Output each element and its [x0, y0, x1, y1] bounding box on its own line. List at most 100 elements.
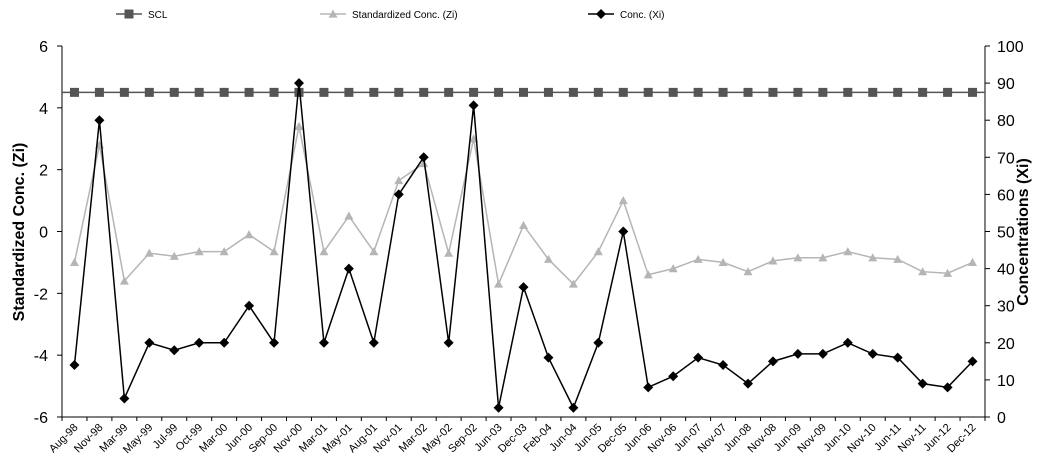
data-point [69, 360, 80, 371]
right-tick-label: 80 [997, 113, 1015, 130]
right-tick-label: 0 [997, 410, 1006, 427]
left-tick-label: -4 [34, 348, 48, 365]
data-point [94, 87, 104, 97]
data-point [494, 279, 504, 288]
data-point [494, 87, 504, 97]
data-point [893, 254, 903, 263]
data-point [568, 87, 578, 97]
data-point [568, 402, 579, 413]
data-point [443, 337, 454, 348]
data-point [643, 270, 653, 279]
series-scl [62, 87, 985, 97]
data-point [493, 402, 504, 413]
data-point [793, 87, 803, 97]
data-point [568, 279, 578, 288]
data-point [968, 257, 978, 267]
data-point [543, 352, 554, 363]
data-point [743, 378, 754, 389]
legend-marker [596, 9, 606, 19]
right-tick-label: 30 [997, 299, 1015, 316]
series-line [73, 126, 973, 287]
data-point [269, 87, 279, 97]
data-point [294, 121, 304, 130]
data-point [394, 87, 404, 97]
data-point [444, 87, 454, 97]
right-tick-label: 40 [997, 262, 1015, 279]
legend-label: Standardized Conc. (Zi) [352, 10, 458, 21]
data-point [468, 100, 479, 111]
data-point [818, 87, 828, 97]
series-conc [69, 78, 978, 413]
data-point [768, 256, 778, 265]
data-point [892, 352, 903, 363]
data-point [119, 393, 130, 404]
data-point [519, 220, 528, 229]
data-point [244, 300, 255, 311]
data-point [743, 87, 753, 97]
data-point [867, 348, 878, 359]
data-point [219, 87, 229, 97]
data-point [718, 360, 729, 371]
legend-label: SCL [148, 10, 168, 21]
data-point [119, 87, 129, 97]
data-point [792, 348, 803, 359]
series-layer [62, 78, 985, 413]
data-point [194, 337, 205, 348]
data-point [868, 253, 878, 262]
data-point [319, 87, 329, 97]
data-point [444, 248, 454, 257]
data-point [793, 253, 803, 262]
right-tick-label: 10 [997, 373, 1015, 390]
data-point [94, 115, 105, 126]
data-point [893, 87, 903, 97]
legend: SCL Standardized Conc. (Zi) Conc. (Xi) [116, 9, 664, 21]
data-point [219, 337, 230, 348]
data-point [918, 267, 928, 276]
data-point [344, 211, 354, 220]
legend-marker [328, 9, 338, 18]
data-point [369, 247, 379, 256]
data-point [318, 337, 329, 348]
data-point [693, 352, 704, 363]
data-point [768, 87, 778, 97]
left-axis-ticks: 6 4 2 0 -2 -4 -6 [34, 39, 62, 427]
data-point [843, 87, 853, 97]
data-point [269, 247, 279, 256]
data-point [69, 87, 79, 97]
data-point [144, 87, 154, 97]
data-point [767, 356, 778, 367]
data-point [119, 276, 129, 285]
data-point [369, 87, 379, 97]
data-point [368, 337, 379, 348]
data-point [169, 87, 179, 97]
legend-label: Conc. (Xi) [620, 10, 664, 21]
data-point [918, 87, 928, 97]
data-point [593, 247, 603, 256]
data-point [394, 175, 404, 185]
data-point [818, 253, 828, 262]
x-tick-label: Feb-04 [521, 422, 554, 455]
data-point [419, 87, 429, 97]
data-point [668, 87, 678, 97]
x-tick-label: Nov-11 [896, 422, 929, 455]
data-point [643, 87, 653, 97]
left-tick-label: 6 [39, 39, 48, 56]
data-point [294, 87, 304, 97]
legend-item: SCL [116, 9, 168, 21]
data-point [419, 158, 429, 168]
data-point [144, 248, 154, 257]
left-axis-title: Standardized Conc. (Zi) [11, 143, 28, 322]
right-tick-label: 50 [997, 225, 1015, 242]
data-point [943, 268, 953, 277]
data-point [643, 382, 654, 393]
x-tick-label: Mar-00 [197, 422, 230, 455]
data-point [968, 87, 978, 97]
data-point [518, 282, 529, 293]
right-tick-label: 90 [997, 76, 1015, 93]
data-point [194, 87, 204, 97]
data-point [543, 254, 553, 263]
data-point [593, 87, 603, 97]
